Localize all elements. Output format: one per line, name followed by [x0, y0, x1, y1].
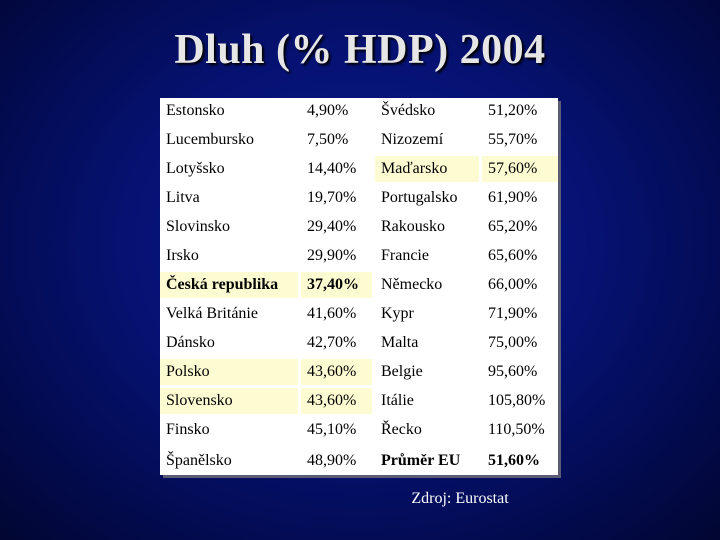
left-value-cell: 37,40%	[301, 272, 375, 301]
left-country-cell: Irsko	[160, 243, 301, 272]
slide-title: Dluh (% HDP) 2004	[174, 27, 546, 73]
left-value-cell: 29,90%	[301, 243, 375, 272]
table-row: Lucembursko 7,50% Nizozemí 55,70%	[160, 127, 558, 156]
table-row: Česká republika 37,40% Německo 66,00%	[160, 272, 558, 301]
table-row: Irsko 29,90% Francie 65,60%	[160, 243, 558, 272]
right-value-cell: 95,60%	[482, 359, 558, 388]
left-country-cell: Dánsko	[160, 330, 301, 359]
right-country-cell: Malta	[375, 330, 482, 359]
left-value-cell: 43,60%	[301, 359, 375, 388]
right-country-cell: Portugalsko	[375, 185, 482, 214]
eu-average-value-cell: 51,60%	[482, 446, 558, 475]
right-country-cell: Francie	[375, 243, 482, 272]
debt-table-container: Estonsko 4,90% Švédsko 51,20% Lucembursk…	[160, 98, 558, 475]
right-value-cell: 75,00%	[482, 330, 558, 359]
left-value-cell: 41,60%	[301, 301, 375, 330]
table-row: Slovensko 43,60% Itálie 105,80%	[160, 388, 558, 417]
right-country-cell: Maďarsko	[375, 156, 482, 185]
eu-average-label-cell: Průměr EU	[375, 446, 482, 475]
left-country-cell: Lucembursko	[160, 127, 301, 156]
left-value-cell: 45,10%	[301, 417, 375, 446]
debt-table: Estonsko 4,90% Švédsko 51,20% Lucembursk…	[160, 98, 558, 475]
left-country-cell: Estonsko	[160, 98, 301, 127]
left-country-cell: Slovinsko	[160, 214, 301, 243]
table-row: Slovinsko 29,40% Rakousko 65,20%	[160, 214, 558, 243]
right-value-cell: 61,90%	[482, 185, 558, 214]
right-country-cell: Itálie	[375, 388, 482, 417]
right-value-cell: 65,20%	[482, 214, 558, 243]
table-row: Polsko 43,60% Belgie 95,60%	[160, 359, 558, 388]
right-country-cell: Rakousko	[375, 214, 482, 243]
left-country-cell: Velká Británie	[160, 301, 301, 330]
table-row: Finsko 45,10% Řecko 110,50%	[160, 417, 558, 446]
table-row: Dánsko 42,70% Malta 75,00%	[160, 330, 558, 359]
right-value-cell: 51,20%	[482, 98, 558, 127]
left-value-cell: 14,40%	[301, 156, 375, 185]
left-country-cell: Litva	[160, 185, 301, 214]
left-value-cell: 4,90%	[301, 98, 375, 127]
left-country-cell: Lotyšsko	[160, 156, 301, 185]
right-value-cell: 66,00%	[482, 272, 558, 301]
table-row: Španělsko 48,90% Průměr EU 51,60%	[160, 446, 558, 475]
left-value-cell: 43,60%	[301, 388, 375, 417]
table-row: Estonsko 4,90% Švédsko 51,20%	[160, 98, 558, 127]
right-value-cell: 71,90%	[482, 301, 558, 330]
left-value-cell: 29,40%	[301, 214, 375, 243]
right-country-cell: Řecko	[375, 417, 482, 446]
right-country-cell: Kypr	[375, 301, 482, 330]
left-value-cell: 48,90%	[301, 446, 375, 475]
left-value-cell: 7,50%	[301, 127, 375, 156]
left-country-cell: Slovensko	[160, 388, 301, 417]
left-country-cell: Česká republika	[160, 272, 301, 301]
right-country-cell: Nizozemí	[375, 127, 482, 156]
right-value-cell: 105,80%	[482, 388, 558, 417]
left-value-cell: 42,70%	[301, 330, 375, 359]
left-value-cell: 19,70%	[301, 185, 375, 214]
right-country-cell: Německo	[375, 272, 482, 301]
right-value-cell: 55,70%	[482, 127, 558, 156]
right-value-cell: 57,60%	[482, 156, 558, 185]
right-country-cell: Švédsko	[375, 98, 482, 127]
left-country-cell: Španělsko	[160, 446, 301, 475]
table-row: Velká Británie 41,60% Kypr 71,90%	[160, 301, 558, 330]
right-value-cell: 65,60%	[482, 243, 558, 272]
left-country-cell: Finsko	[160, 417, 301, 446]
source-note: Zdroj: Eurostat	[411, 490, 509, 507]
right-country-cell: Belgie	[375, 359, 482, 388]
right-value-cell: 110,50%	[482, 417, 558, 446]
table-row: Lotyšsko 14,40% Maďarsko 57,60%	[160, 156, 558, 185]
table-row: Litva 19,70% Portugalsko 61,90%	[160, 185, 558, 214]
left-country-cell: Polsko	[160, 359, 301, 388]
